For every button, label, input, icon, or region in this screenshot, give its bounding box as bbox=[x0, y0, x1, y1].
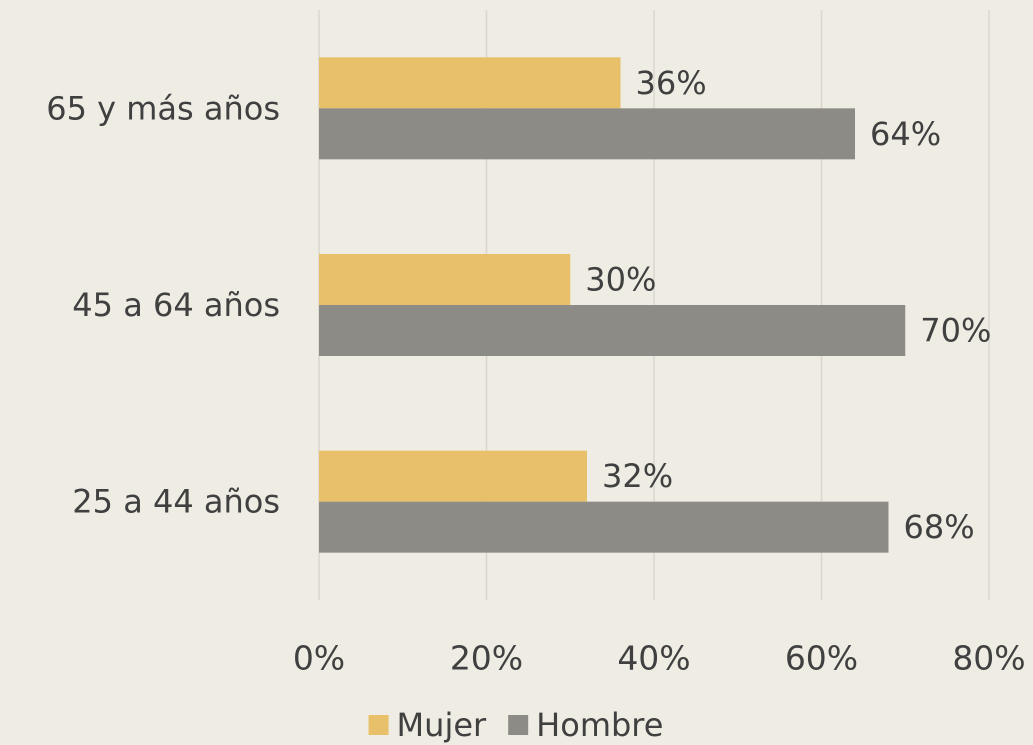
data-label: 64% bbox=[870, 115, 941, 153]
data-label: 70% bbox=[920, 312, 991, 350]
x-tick-label: 0% bbox=[293, 639, 345, 678]
data-label: 68% bbox=[904, 508, 975, 546]
bar bbox=[319, 57, 621, 109]
x-tick-label: 20% bbox=[450, 639, 523, 678]
x-tick-label: 80% bbox=[952, 639, 1025, 678]
bar bbox=[319, 108, 855, 160]
bar bbox=[319, 305, 906, 356]
bar bbox=[319, 254, 571, 305]
bar bbox=[319, 501, 889, 553]
x-tick-label: 60% bbox=[785, 639, 858, 678]
legend-swatch bbox=[368, 715, 389, 735]
bar bbox=[319, 450, 587, 502]
data-label: 32% bbox=[602, 457, 673, 495]
data-label: 30% bbox=[585, 261, 656, 299]
y-tick-label: 45 a 64 años bbox=[72, 286, 280, 324]
y-tick-label: 65 y más años bbox=[46, 89, 280, 127]
data-label: 36% bbox=[636, 64, 707, 102]
y-tick-label: 25 a 44 años bbox=[72, 483, 280, 521]
x-tick-label: 40% bbox=[617, 639, 690, 678]
legend-label: Hombre bbox=[536, 706, 663, 744]
legend-swatch bbox=[508, 715, 529, 735]
legend-label: Mujer bbox=[397, 706, 487, 744]
